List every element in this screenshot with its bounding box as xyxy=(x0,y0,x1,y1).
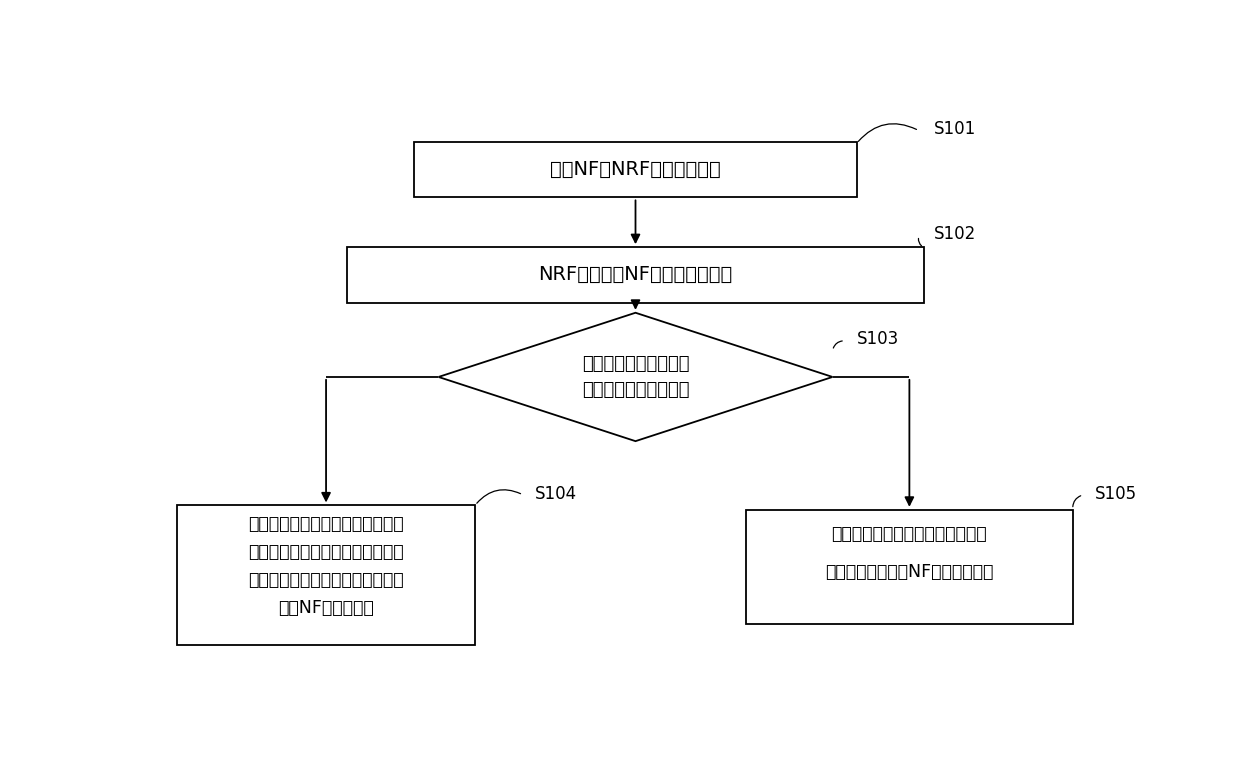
Text: NRF接收网元NF发送的请求消息: NRF接收网元NF发送的请求消息 xyxy=(538,265,733,284)
Text: S103: S103 xyxy=(857,330,899,348)
Text: 若在设定的时间间隔内没有接收到: 若在设定的时间间隔内没有接收到 xyxy=(248,515,404,533)
Text: S101: S101 xyxy=(934,120,976,138)
Text: 次数大于等于设定的阈值，则确定: 次数大于等于设定的阈值，则确定 xyxy=(248,571,404,589)
Polygon shape xyxy=(439,313,832,441)
Bar xyxy=(347,247,924,302)
Text: 请求消息，且未接收到请求消息的: 请求消息，且未接收到请求消息的 xyxy=(248,543,404,561)
Bar xyxy=(746,509,1073,624)
Text: 网元NF为失联状态: 网元NF为失联状态 xyxy=(278,599,374,616)
Text: S104: S104 xyxy=(534,484,577,503)
Text: 消息，则确定网元NF为非失联状态: 消息，则确定网元NF为非失联状态 xyxy=(825,563,993,581)
Text: 若在设定的时间间隔内接收到请求: 若在设定的时间间隔内接收到请求 xyxy=(832,525,987,543)
Bar xyxy=(414,142,857,198)
Bar xyxy=(177,506,475,646)
Text: 判断在设定的时间间隔: 判断在设定的时间间隔 xyxy=(582,355,689,373)
Text: S105: S105 xyxy=(1095,484,1137,503)
Text: 内是否接收到请求消息: 内是否接收到请求消息 xyxy=(582,381,689,399)
Text: S102: S102 xyxy=(934,225,976,243)
Text: 网元NF向NRF发送请求消息: 网元NF向NRF发送请求消息 xyxy=(551,160,720,179)
